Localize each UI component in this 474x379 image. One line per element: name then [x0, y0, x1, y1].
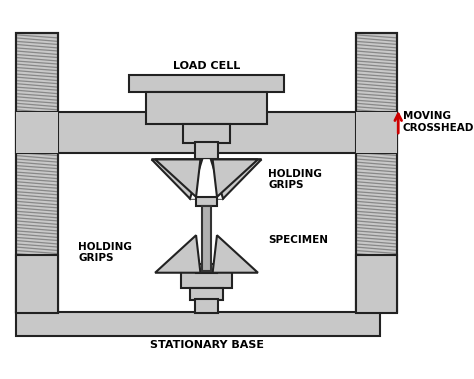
- Polygon shape: [155, 235, 201, 273]
- Bar: [16, 255, 57, 313]
- Polygon shape: [155, 160, 201, 197]
- Bar: [181, 272, 232, 288]
- Bar: [356, 255, 397, 313]
- Polygon shape: [202, 160, 211, 199]
- Text: HOLDING
GRIPS: HOLDING GRIPS: [268, 169, 322, 190]
- Bar: [195, 142, 218, 160]
- Polygon shape: [207, 160, 262, 199]
- Bar: [356, 111, 397, 153]
- Text: MOVING
CROSSHEAD: MOVING CROSSHEAD: [402, 111, 474, 133]
- Bar: [16, 111, 57, 153]
- Bar: [356, 33, 397, 312]
- Bar: [356, 33, 397, 312]
- Text: STATIONARY BASE: STATIONARY BASE: [149, 340, 264, 350]
- Text: SPECIMEN: SPECIMEN: [268, 235, 328, 246]
- Bar: [16, 33, 57, 312]
- Polygon shape: [211, 160, 262, 199]
- Text: LOAD CELL: LOAD CELL: [173, 61, 240, 71]
- Bar: [190, 288, 223, 300]
- Bar: [196, 264, 217, 273]
- Bar: [16, 111, 397, 153]
- Polygon shape: [213, 160, 258, 197]
- Bar: [202, 206, 211, 271]
- Text: HOLDING
GRIPS: HOLDING GRIPS: [78, 242, 132, 263]
- Polygon shape: [152, 160, 207, 199]
- Bar: [196, 197, 217, 206]
- Bar: [146, 92, 267, 124]
- Bar: [195, 299, 218, 313]
- Polygon shape: [152, 160, 202, 199]
- Bar: [16, 312, 380, 336]
- Bar: [129, 75, 284, 92]
- Bar: [16, 33, 57, 312]
- Polygon shape: [213, 235, 258, 273]
- Polygon shape: [152, 160, 202, 199]
- Polygon shape: [170, 160, 243, 199]
- Polygon shape: [211, 160, 262, 199]
- Bar: [183, 124, 230, 143]
